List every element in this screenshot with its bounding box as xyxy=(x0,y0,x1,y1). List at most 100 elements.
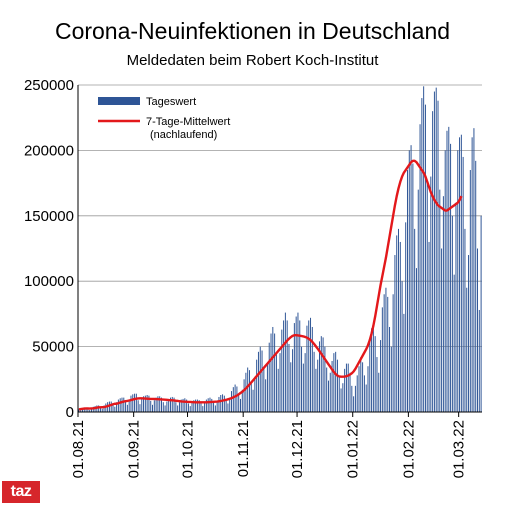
bar xyxy=(457,150,459,412)
bar xyxy=(134,393,136,412)
x-tick-label: 01.01.22 xyxy=(345,420,362,478)
bar xyxy=(189,406,191,412)
bar xyxy=(108,401,110,412)
bar xyxy=(468,255,470,412)
bar xyxy=(462,156,464,412)
bar xyxy=(137,400,139,412)
chart-title: Corona-Neuinfektionen in Deutschland xyxy=(54,18,451,44)
bar xyxy=(358,366,360,412)
y-tick-label: 100000 xyxy=(24,273,74,290)
y-tick-label: 0 xyxy=(66,404,74,421)
bar xyxy=(259,346,261,412)
legend-label-bars: Tageswert xyxy=(146,96,196,108)
legend-label-line: 7-Tage-Mittelwert (nachlaufend) xyxy=(146,116,230,141)
bar xyxy=(477,248,479,412)
bar xyxy=(261,350,263,412)
bar xyxy=(381,307,383,412)
bar xyxy=(460,134,462,412)
bar xyxy=(475,160,477,412)
bar xyxy=(275,354,277,412)
bar xyxy=(408,150,410,412)
bar xyxy=(200,403,202,412)
bar xyxy=(480,215,482,412)
bar xyxy=(247,367,249,412)
bar xyxy=(385,287,387,412)
bar xyxy=(263,367,265,412)
axes xyxy=(77,85,482,413)
bar xyxy=(155,397,157,412)
bar xyxy=(89,410,91,412)
bar xyxy=(446,130,448,412)
bar xyxy=(161,397,162,412)
bar xyxy=(401,281,403,412)
bar xyxy=(191,402,193,412)
bar xyxy=(139,404,141,412)
bar xyxy=(417,189,419,412)
bar xyxy=(372,325,374,412)
bar xyxy=(256,359,258,412)
bar xyxy=(274,333,276,412)
bar xyxy=(324,346,326,412)
bar xyxy=(466,287,468,412)
legend-label-line-part: 7-Tage-Mittelwert xyxy=(146,116,230,128)
bar xyxy=(389,326,391,412)
bar xyxy=(204,402,206,412)
bar xyxy=(177,405,179,412)
bar xyxy=(315,368,317,412)
y-tick-label: 200000 xyxy=(24,142,74,159)
bar xyxy=(306,325,308,412)
bar xyxy=(313,351,315,412)
bar xyxy=(412,163,414,412)
bar xyxy=(98,405,100,412)
bar xyxy=(240,398,241,412)
bar xyxy=(123,397,125,412)
bar xyxy=(326,367,328,412)
bar xyxy=(116,402,118,412)
bar xyxy=(333,353,335,412)
bar xyxy=(322,337,324,412)
bar xyxy=(110,401,112,412)
bar xyxy=(234,384,236,412)
bar xyxy=(380,340,382,412)
bar xyxy=(85,408,87,412)
bar xyxy=(225,400,227,412)
bar xyxy=(152,404,154,412)
bar xyxy=(363,375,365,412)
bar xyxy=(387,296,389,412)
bar xyxy=(293,323,295,412)
bar xyxy=(459,137,461,412)
bar xyxy=(347,363,349,412)
bar xyxy=(353,396,355,412)
bar xyxy=(478,309,480,412)
bar xyxy=(453,274,455,412)
bar xyxy=(245,372,247,412)
bar xyxy=(227,403,229,412)
bar xyxy=(250,381,252,412)
bar xyxy=(112,404,114,412)
bar xyxy=(175,402,177,412)
bar xyxy=(232,387,234,412)
bar xyxy=(338,376,340,412)
bar xyxy=(297,312,299,412)
bar xyxy=(180,399,182,412)
bar xyxy=(471,137,473,412)
bar xyxy=(135,393,137,412)
bar xyxy=(99,407,101,412)
x-tick-label: 01.03.22 xyxy=(451,420,468,478)
bar xyxy=(248,370,250,412)
bar xyxy=(216,400,218,412)
bar xyxy=(450,143,452,413)
bar xyxy=(277,368,279,412)
y-tick-label: 150000 xyxy=(24,208,74,225)
bar xyxy=(292,349,294,412)
bar xyxy=(164,405,166,412)
bar xyxy=(209,397,211,412)
bar xyxy=(426,183,428,412)
bar xyxy=(311,326,313,412)
bar xyxy=(270,333,272,412)
bar xyxy=(121,397,123,412)
bar xyxy=(241,389,243,412)
bar xyxy=(213,402,215,412)
line-series xyxy=(78,159,463,411)
bar xyxy=(327,380,329,412)
